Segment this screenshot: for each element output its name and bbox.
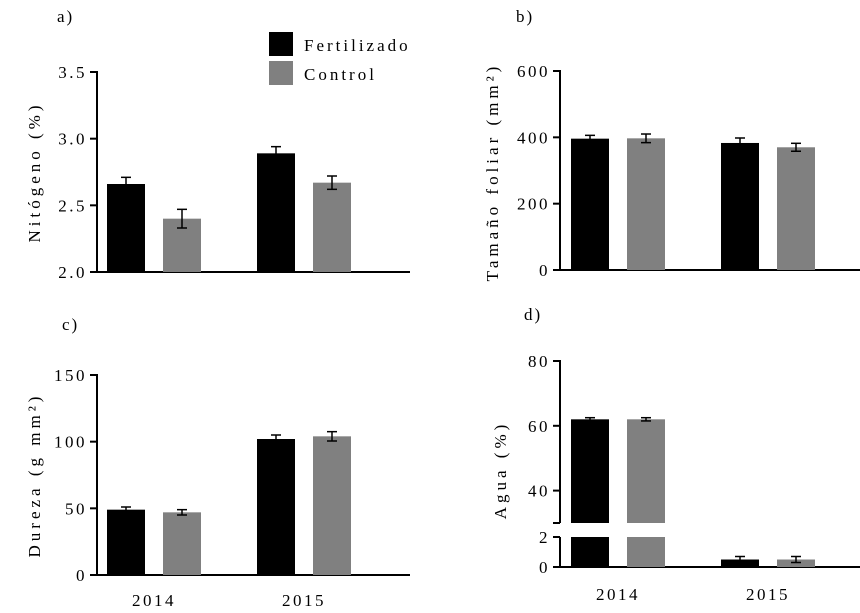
ylabel-d-text: Agua (%) xyxy=(491,421,510,520)
panel-label-d: d) xyxy=(524,305,542,324)
bar-a-2015-fertilizado xyxy=(257,153,295,272)
bar-b-2015-control xyxy=(777,147,815,270)
bar-lower-d-2014-control xyxy=(627,537,665,567)
bar-c-2014-fertilizado xyxy=(107,509,145,575)
bar-a-2015-control xyxy=(313,182,351,272)
bar-c-2014-control xyxy=(163,512,201,575)
legend-label-fertilizado: Fertilizado xyxy=(304,36,411,55)
panel-label-a: a) xyxy=(57,7,74,26)
ytick-label-b-3: 600 xyxy=(517,62,550,81)
ylabel-a-text: Nitógeno (%) xyxy=(25,101,44,242)
bar-a-2014-fertilizado xyxy=(107,184,145,272)
bar-c-2015-fertilizado xyxy=(257,439,295,575)
ytick-label-c-1: 50 xyxy=(65,499,87,518)
ytick-label-c-0: 0 xyxy=(76,566,87,585)
ytick-label-a-1: 2.5 xyxy=(58,196,87,215)
panel-label-b: b) xyxy=(516,7,534,26)
ytick-label-b-1: 200 xyxy=(517,195,550,214)
panel-label-c: c) xyxy=(62,315,79,334)
ytick-label-c-3: 150 xyxy=(54,366,87,385)
ytick-label-a-2: 3.0 xyxy=(58,130,87,149)
legend: Fertilizado Control xyxy=(269,32,411,85)
ytick-label-a-0: 2.0 xyxy=(58,263,87,282)
bar-b-2014-control xyxy=(627,138,665,270)
bar-b-2015-fertilizado xyxy=(721,142,759,270)
legend-label-control: Control xyxy=(304,65,377,84)
xtick-label-d-2014: 2014 xyxy=(596,585,640,604)
ytick-label-b-0: 0 xyxy=(539,261,550,280)
bar-b-2014-fertilizado xyxy=(571,138,609,270)
ytick-label-b-2: 400 xyxy=(517,128,550,147)
ylabel-c-text: Dureza (g mm²) xyxy=(25,393,44,558)
bar-lower-d-2014-fertilizado xyxy=(571,537,609,567)
legend-swatch-fertilizado xyxy=(269,32,293,56)
bar-upper-d-2014-control xyxy=(627,419,665,523)
xtick-label-c-2015: 2015 xyxy=(282,591,326,610)
ylabel-c: Dureza (g mm²) xyxy=(25,393,44,558)
bar-c-2015-control xyxy=(313,436,351,575)
ytick-label-c-2: 100 xyxy=(54,433,87,452)
legend-swatch-control xyxy=(269,61,293,85)
ylabel-b: Tamaño foliar (mm²) xyxy=(483,63,502,282)
ytick-label-d-4: 80 xyxy=(528,352,550,371)
bar-upper-d-2014-fertilizado xyxy=(571,419,609,523)
xtick-label-c-2014: 2014 xyxy=(132,591,176,610)
plots: 2.0 2.5 3.0 3.5 0 200 400 600 0 50 100 150 2014 2015 0… xyxy=(54,62,860,610)
ytick-label-d-3: 60 xyxy=(528,417,550,436)
ytick-label-d-2: 40 xyxy=(528,482,550,501)
ylabel-a: Nitógeno (%) xyxy=(25,101,44,242)
ytick-label-d-0: 0 xyxy=(539,558,550,577)
ytick-label-d-1: 2 xyxy=(539,528,550,547)
ylabel-d: Agua (%) xyxy=(491,421,510,520)
xtick-label-d-2015: 2015 xyxy=(746,585,790,604)
ytick-label-a-3: 3.5 xyxy=(58,63,87,82)
ylabel-b-text: Tamaño foliar (mm²) xyxy=(483,63,502,282)
